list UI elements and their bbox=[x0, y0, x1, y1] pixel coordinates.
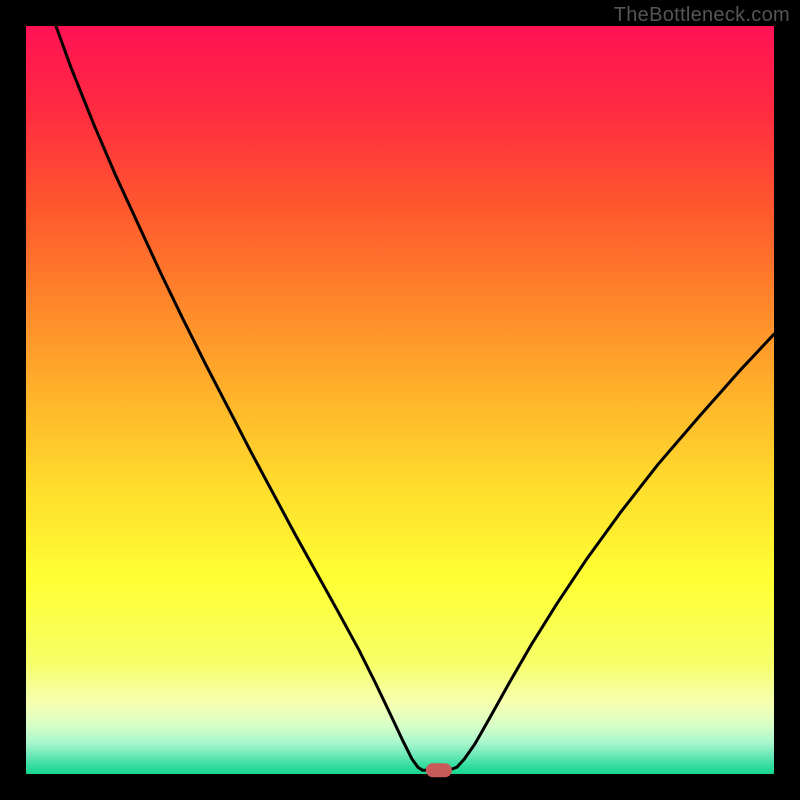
optimum-marker bbox=[426, 763, 452, 777]
chart-root: TheBottleneck.com bbox=[0, 0, 800, 800]
plot-area bbox=[26, 26, 774, 774]
chart-svg bbox=[0, 0, 800, 800]
watermark-label: TheBottleneck.com bbox=[614, 4, 790, 27]
